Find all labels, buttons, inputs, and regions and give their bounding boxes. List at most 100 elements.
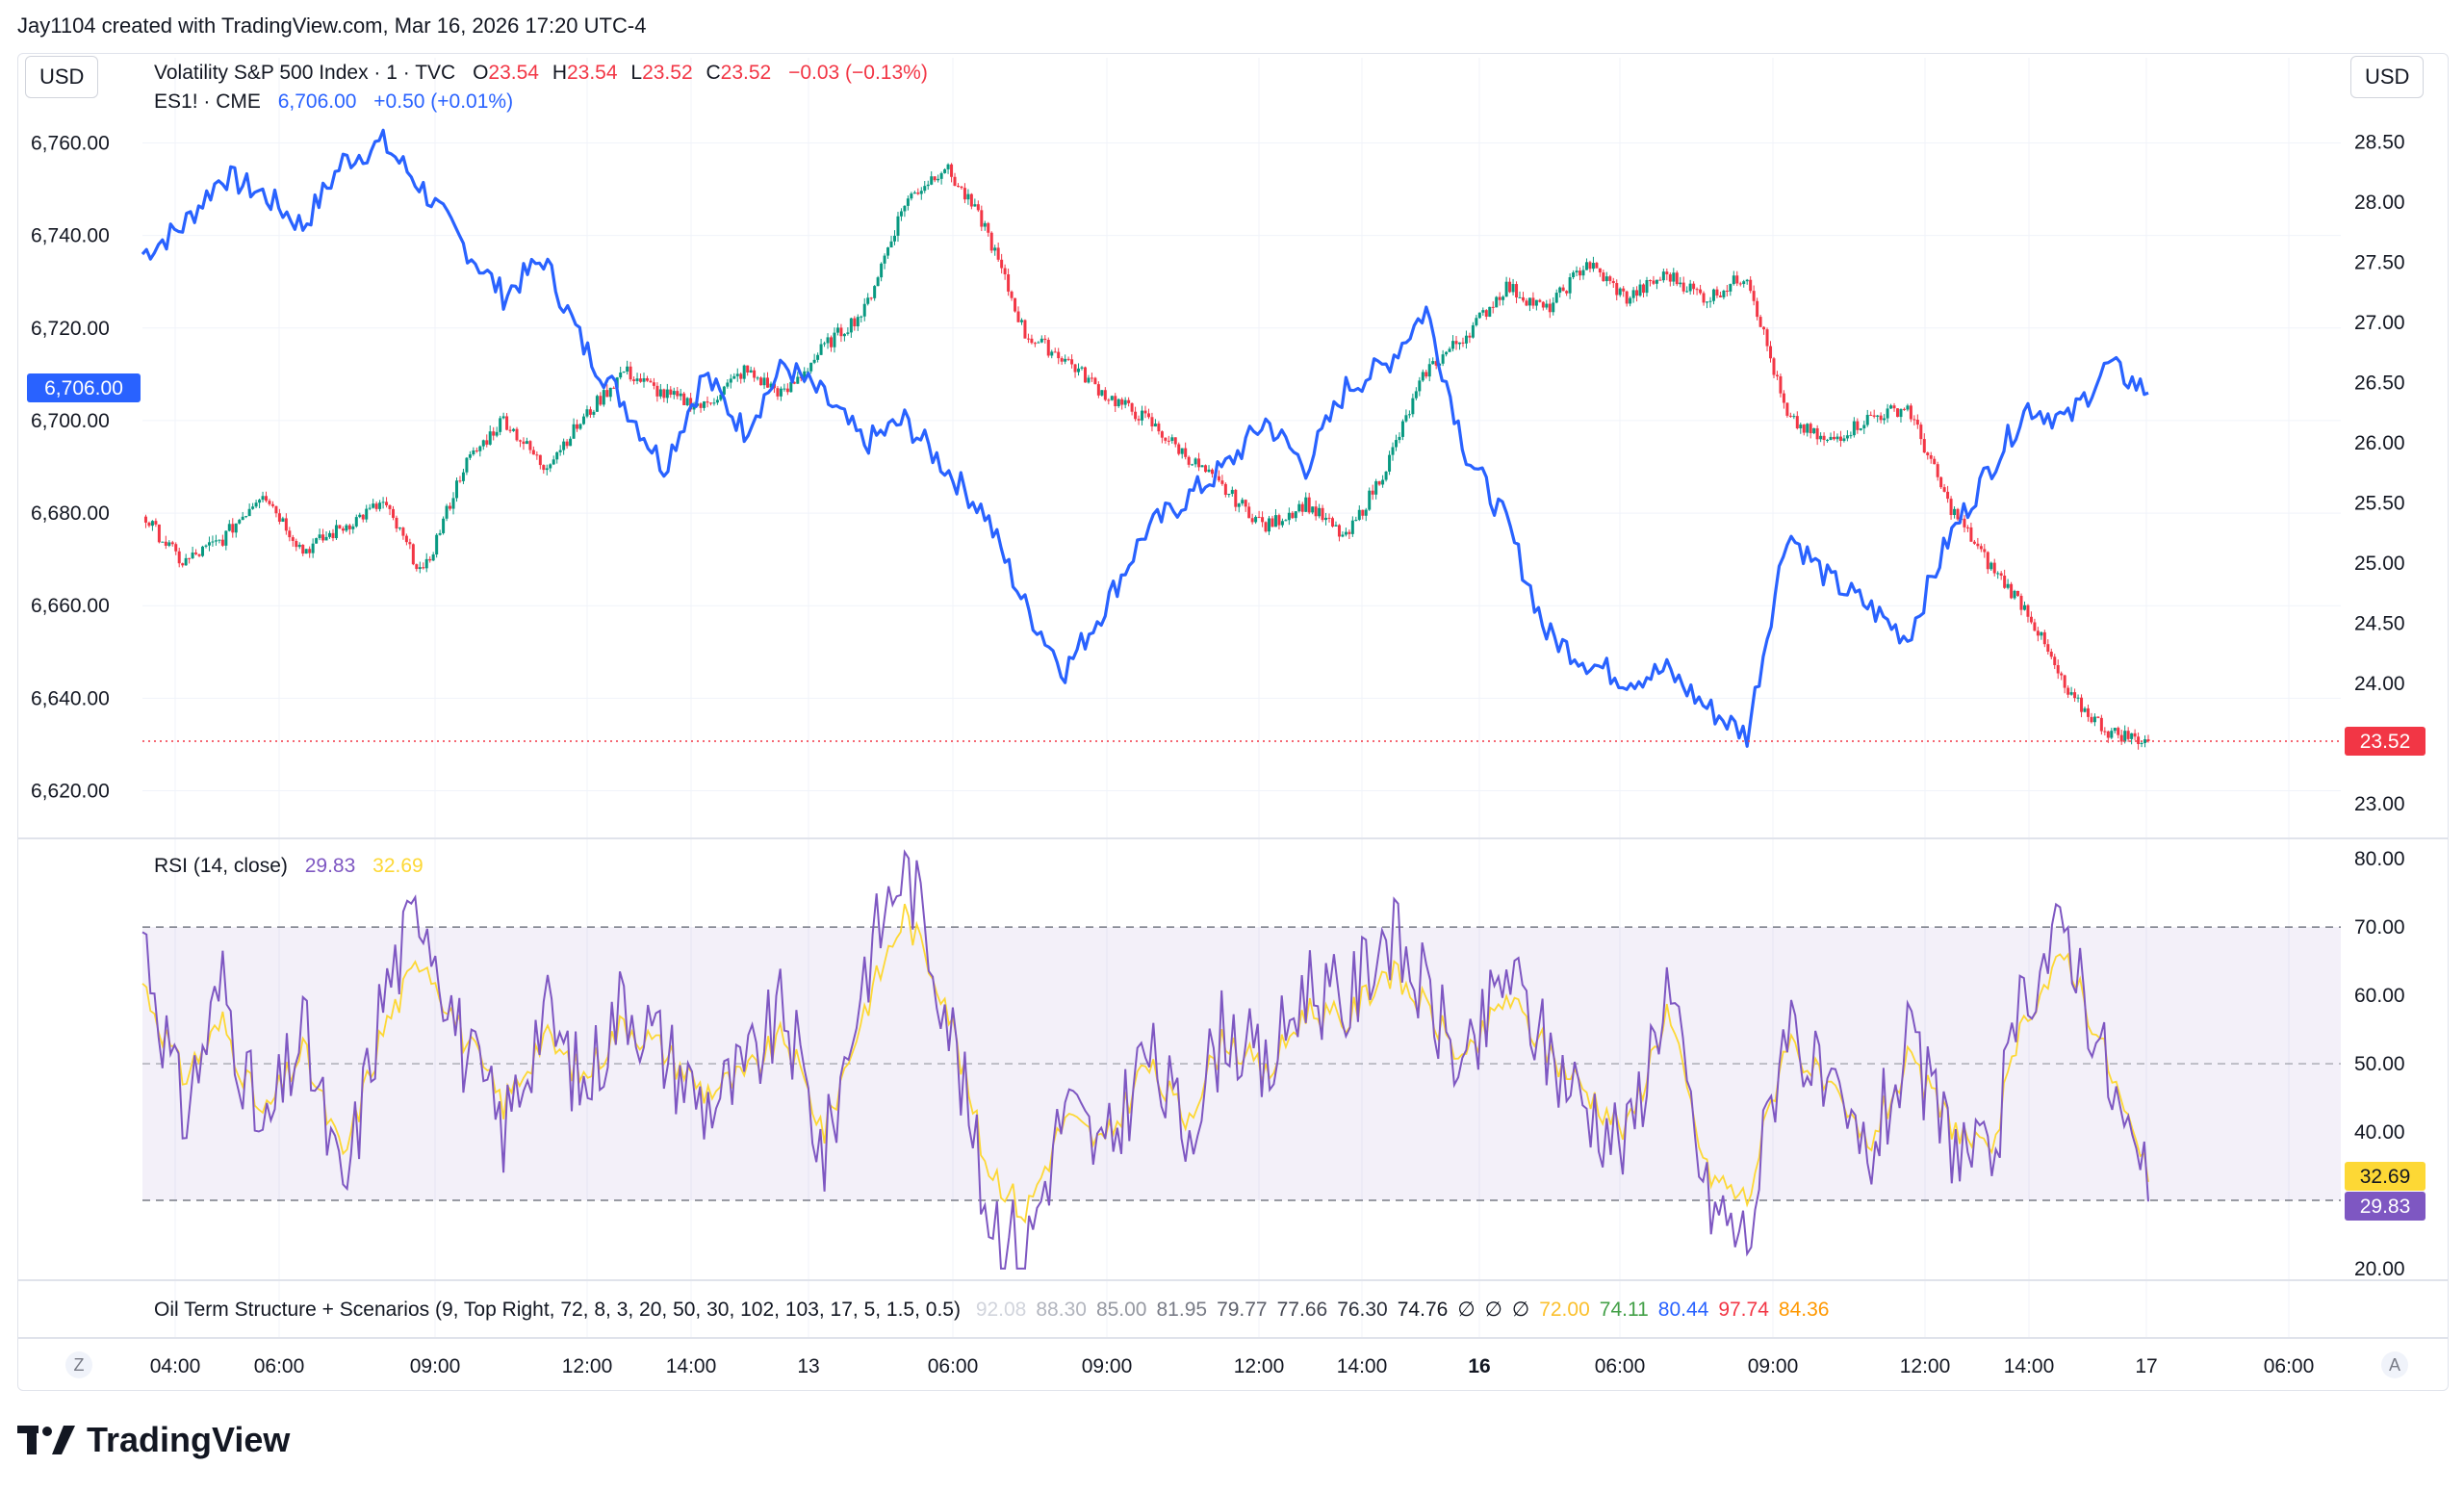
vix-candle — [1819, 435, 1823, 440]
vix-candle — [301, 544, 305, 554]
vix-candle — [1300, 503, 1304, 512]
vix-candle — [2113, 728, 2117, 732]
legend-rsi[interactable]: RSI (14, close) 29.83 32.69 — [154, 855, 424, 878]
vix-candle — [1407, 414, 1411, 416]
vix-candle — [906, 198, 910, 206]
vix-candle — [1491, 306, 1495, 308]
vix-candle — [602, 390, 605, 405]
vix-candle — [258, 500, 262, 503]
legend-vix[interactable]: Volatility S&P 500 Index · 1 · TVC O23.5… — [154, 62, 928, 85]
tradingview-brand: TradingView — [87, 1420, 291, 1459]
vix-candle — [816, 354, 820, 360]
vix-candle — [465, 457, 469, 473]
vix-candle — [1223, 483, 1227, 496]
legend-rsi-name: RSI (14, close) — [154, 855, 288, 877]
vix-candle — [1019, 320, 1023, 322]
vix-candle — [1160, 431, 1164, 438]
vix-candle — [1314, 506, 1318, 517]
vix-candle — [1374, 480, 1378, 495]
vix-candle — [886, 247, 890, 256]
vix-candle — [1702, 293, 1706, 303]
currency-right[interactable]: USD — [2350, 56, 2425, 98]
vix-candle — [2013, 590, 2016, 599]
vix-candle — [1795, 416, 1799, 429]
vix-candle — [542, 465, 546, 471]
vix-candle — [1046, 340, 1050, 356]
time-tick-label: 14:00 — [2004, 1355, 2055, 1377]
vix-candle — [1939, 476, 1943, 488]
legend-es[interactable]: ES1! · CME 6,706.00 +0.50 (+0.01%) — [154, 90, 513, 114]
vix-candle — [1477, 312, 1481, 319]
vix-candle — [685, 398, 689, 405]
vix-candle — [1384, 471, 1388, 480]
vix-candle — [2130, 733, 2134, 739]
vix-candle — [1792, 416, 1796, 418]
vix-candle — [665, 389, 669, 399]
vix-candle — [404, 535, 408, 543]
vix-candle — [438, 532, 442, 535]
legend-vix-open: 23.54 — [488, 62, 539, 84]
vix-candle — [1207, 469, 1211, 473]
vix-candle — [531, 450, 535, 455]
vix-candle — [150, 521, 154, 527]
vix-candle — [1976, 543, 1980, 547]
time-tick-label: 09:00 — [1748, 1355, 1799, 1377]
vix-candle — [1545, 303, 1549, 308]
vix-candle — [1361, 509, 1365, 516]
vix-candle — [2092, 716, 2096, 723]
vix-candle — [1655, 279, 1658, 284]
vix-candle — [658, 389, 662, 397]
vix-candle — [652, 382, 655, 386]
legend-oil-value: 80.44 — [1657, 1299, 1709, 1321]
vix-candle — [588, 409, 592, 415]
vix-candle — [1294, 511, 1297, 519]
vix-candle — [1502, 296, 1505, 300]
right-tick-label: 23.00 — [2354, 793, 2405, 815]
vix-candle — [308, 549, 312, 553]
vix-candle — [1538, 299, 1542, 302]
vix-candle — [268, 501, 271, 504]
vix-candle — [642, 377, 646, 382]
vix-candle — [1963, 518, 1966, 527]
vix-candle — [1114, 396, 1117, 407]
vix-candle — [220, 539, 224, 546]
vix-candle — [451, 498, 455, 509]
vix-candle — [170, 542, 174, 545]
vix-candle — [2106, 731, 2110, 738]
vix-candle — [552, 459, 555, 465]
time-tick-label: 14:00 — [1337, 1355, 1388, 1377]
vix-candle — [1327, 517, 1331, 519]
vix-candle — [1070, 359, 1074, 365]
vix-candle — [1642, 284, 1646, 294]
vix-candle — [2053, 656, 2057, 666]
vix-candle — [2029, 616, 2033, 623]
vix-candle — [655, 385, 659, 397]
vix-candle — [1157, 424, 1161, 432]
vix-candle — [558, 450, 562, 452]
vix-candle — [1852, 421, 1856, 436]
vix-candle — [649, 380, 653, 383]
vix-candle — [1889, 405, 1893, 409]
vix-candle — [161, 541, 165, 543]
vix-candle — [1865, 414, 1869, 425]
es-last-badge-text: 6,706.00 — [44, 377, 123, 399]
vix-candle — [735, 373, 739, 376]
vix-candle — [629, 366, 632, 380]
legend-oil[interactable]: Oil Term Structure + Scenarios (9, Top R… — [154, 1298, 1829, 1322]
vix-candle — [1602, 272, 1605, 282]
vix-candle — [167, 542, 171, 546]
vix-candle — [1291, 512, 1295, 519]
currency-left[interactable]: USD — [25, 56, 99, 98]
vix-candle — [662, 389, 666, 399]
vix-candle — [1833, 436, 1836, 440]
vix-candle — [1782, 393, 1785, 403]
vix-candle — [1672, 272, 1676, 282]
vix-candle — [201, 546, 205, 556]
right-tick-label: 24.50 — [2354, 613, 2405, 635]
vix-candle — [1883, 418, 1886, 421]
vix-candle — [973, 204, 977, 207]
vix-candle — [1090, 377, 1093, 379]
vix-candle — [1000, 259, 1004, 269]
vix-candle — [1137, 419, 1141, 421]
